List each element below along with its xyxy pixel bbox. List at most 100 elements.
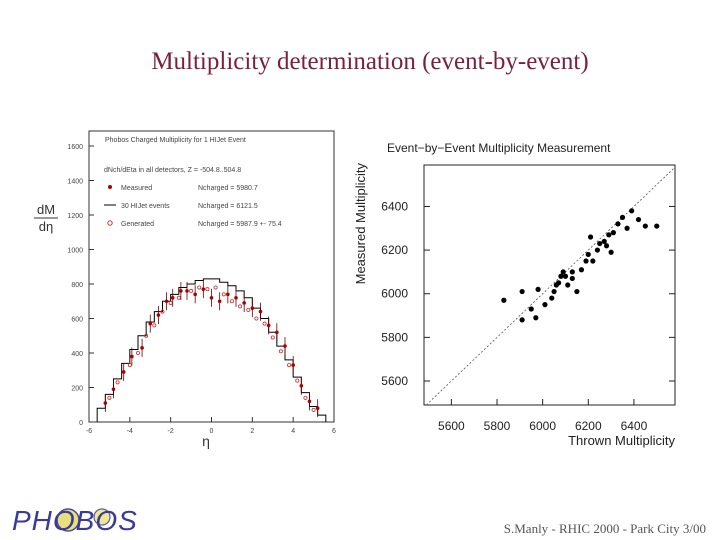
scatter-point	[562, 273, 569, 279]
scatter-point	[590, 258, 596, 264]
measured-point	[242, 301, 246, 305]
measured-point	[217, 299, 222, 304]
left-y-tick-label: 1200	[67, 213, 83, 220]
scatter-point	[587, 234, 594, 240]
right-x-tick-label: 6200	[575, 419, 602, 433]
generated-point	[213, 285, 218, 290]
scatter-point	[597, 240, 603, 247]
generated-point	[311, 407, 316, 412]
generated-point	[205, 287, 210, 292]
left-x-tick-label: -4	[127, 428, 133, 435]
scatter-point	[560, 269, 566, 275]
legend-generated-stat: Ncharged = 5987.9 +- 75.4	[198, 221, 282, 228]
logo-sphere-icon	[56, 508, 80, 532]
generated-point	[246, 307, 251, 312]
right-x-tick-label: 5800	[484, 419, 511, 433]
scatter-point	[528, 306, 534, 312]
left-legend: Measured Ncharged = 5980.7 30 HIJet even…	[104, 185, 282, 228]
right-x-tick-label: 6400	[621, 419, 648, 433]
right-y-tick-label: 5800	[381, 330, 408, 344]
measured-point	[315, 406, 320, 411]
scatter-point	[569, 275, 575, 282]
left-x-axis-label: η	[202, 433, 210, 449]
measured-point	[164, 299, 169, 304]
logo-text: PHOBOS	[12, 505, 138, 536]
legend-hijet-label: 30 HIJet events	[121, 203, 170, 210]
generated-point	[160, 309, 165, 314]
measured-point	[299, 383, 304, 388]
measured-point	[258, 309, 263, 314]
right-y-tick-label: 5600	[381, 374, 408, 388]
right-plot-frame	[423, 164, 676, 406]
generated-point	[168, 300, 173, 305]
legend-entry-hijet: 30 HIJet events Ncharged = 6121.5	[104, 203, 258, 210]
generated-point	[270, 335, 275, 340]
scatter-point	[594, 247, 601, 253]
generated-point	[144, 333, 149, 338]
scatter-point	[615, 221, 621, 227]
right-x-axis: 5600 5800 6000 6200 6400	[438, 399, 648, 433]
scatter-point	[549, 295, 555, 301]
scatter-point	[610, 230, 616, 236]
left-x-tick-label: 2	[250, 428, 254, 435]
measured-point	[250, 306, 255, 310]
measured-point	[193, 292, 197, 297]
left-y-tick-label: 800	[71, 282, 83, 289]
left-x-tick-label: 6	[332, 428, 336, 435]
generated-point	[221, 292, 226, 297]
scatter-point	[569, 269, 575, 275]
left-x-tick-label: 0	[210, 428, 214, 435]
measured-point	[103, 401, 108, 405]
scatter-point	[635, 216, 642, 223]
scatter-point	[535, 286, 541, 292]
scatter-point	[533, 315, 539, 321]
measured-point	[111, 387, 116, 392]
right-chart-title: Event−by−Event Multiplicity Measurement	[387, 141, 611, 155]
generated-point	[152, 323, 157, 328]
left-series	[96, 278, 327, 422]
scatter-point	[558, 273, 564, 279]
legend-entry-generated: Generated Ncharged = 5987.9 +- 75.4	[107, 220, 282, 228]
scatter-point	[565, 282, 571, 288]
scatter-point	[583, 258, 589, 264]
right-y-axis: 5600 5800 6000 6200 6400	[381, 199, 675, 388]
scatter-point	[624, 225, 630, 231]
left-x-axis: -6 -4 -2 0 2 4 6	[86, 417, 336, 435]
measured-point	[266, 323, 271, 328]
right-x-tick-label: 5600	[438, 419, 465, 433]
legend-entry-measured: Measured Ncharged = 5980.7	[108, 185, 258, 192]
left-x-tick-label: 4	[291, 428, 295, 435]
measured-point	[209, 296, 214, 300]
scatter-point	[606, 232, 612, 238]
measured-point	[121, 370, 126, 374]
generated-point	[189, 288, 194, 293]
scatter-point	[556, 280, 562, 286]
right-x-axis-label: Thrown Multiplicity	[568, 433, 675, 448]
right-y-tick-label: 6400	[381, 199, 408, 213]
measured-point	[140, 346, 144, 350]
left-y-tick-label: 200	[71, 386, 83, 393]
scatter-point	[603, 243, 610, 249]
right-y-axis-label: Measured Multiplicity	[353, 163, 368, 285]
left-chart-subtitle: dNch/dEta in all detectors, Z = -504.8..…	[104, 167, 241, 174]
generated-point	[238, 304, 243, 309]
reference-diagonal-line	[426, 166, 676, 406]
measured-point	[201, 287, 206, 291]
generated-point	[197, 285, 202, 290]
left-y-tick-label: 400	[71, 351, 83, 358]
scatter-point	[578, 267, 585, 273]
page-title: Multiplicity determination (event-by-eve…	[151, 48, 589, 75]
scatter-point	[574, 288, 580, 295]
logo-sphere-right-icon	[93, 508, 111, 526]
generated-point	[278, 349, 283, 354]
generated-point	[303, 395, 308, 400]
legend-generated-marker	[107, 220, 113, 226]
legend-hijet-stat: Ncharged = 6121.5	[198, 203, 258, 210]
left-x-tick-label: -6	[86, 428, 92, 435]
scatter-point	[629, 208, 635, 214]
measured-point	[156, 313, 161, 317]
footer-credit: S.Manly - RHIC 2000 - Park City 3/00	[503, 521, 706, 536]
generated-point	[135, 350, 140, 355]
left-y-axis-label: dM	[37, 202, 55, 217]
